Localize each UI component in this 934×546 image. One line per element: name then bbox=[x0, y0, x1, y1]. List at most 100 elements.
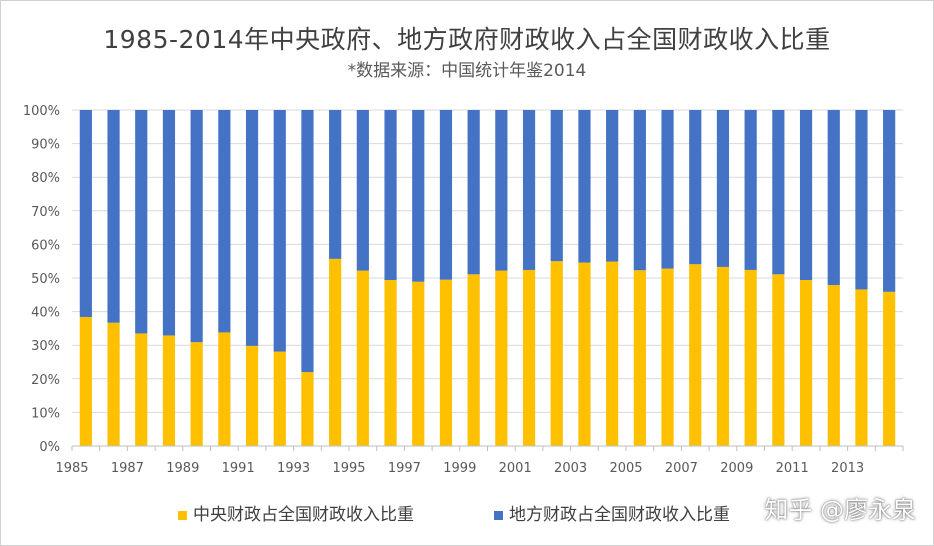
bar-central-1986 bbox=[107, 322, 120, 446]
x-tick-label: 2007 bbox=[665, 461, 698, 476]
y-tick-label: 20% bbox=[31, 373, 60, 388]
bar-local-1989 bbox=[190, 110, 203, 343]
bar-central-1988 bbox=[162, 335, 176, 446]
bar-central-1990 bbox=[218, 332, 231, 446]
bar-local-2010 bbox=[772, 110, 785, 275]
x-tick-label: 1991 bbox=[222, 461, 255, 476]
bar-local-2014 bbox=[883, 110, 896, 292]
bar-local-1998 bbox=[439, 110, 453, 280]
bar-local-2004 bbox=[606, 110, 619, 262]
bar-local-2007 bbox=[689, 110, 702, 265]
bar-central-2008 bbox=[716, 266, 730, 446]
bar-central-2007 bbox=[689, 264, 702, 446]
bar-local-1996 bbox=[384, 110, 397, 281]
bar-local-2008 bbox=[716, 110, 730, 267]
bar-central-2014 bbox=[883, 291, 896, 446]
bar-central-1996 bbox=[384, 280, 397, 446]
y-tick-label: 30% bbox=[31, 339, 60, 354]
y-tick-label: 90% bbox=[31, 138, 60, 153]
x-tick-label: 1997 bbox=[388, 461, 421, 476]
bar-central-1987 bbox=[135, 333, 148, 446]
bar-central-1993 bbox=[301, 372, 314, 446]
chart-title: 1985-2014年中央政府、地方政府财政收入占全国财政收入比重 bbox=[103, 25, 831, 54]
bar-central-1989 bbox=[190, 342, 203, 446]
y-tick-label: 40% bbox=[31, 306, 60, 321]
gridlines bbox=[72, 109, 903, 447]
bar-central-1985 bbox=[79, 316, 92, 446]
x-tick-label: 2011 bbox=[776, 461, 809, 476]
bars bbox=[79, 110, 896, 446]
bar-central-1995 bbox=[356, 270, 369, 446]
x-tick-label: 2005 bbox=[609, 461, 642, 476]
bar-central-1997 bbox=[412, 281, 425, 446]
bar-central-2005 bbox=[633, 270, 646, 446]
bar-local-2013 bbox=[855, 110, 868, 290]
x-tick-label: 2009 bbox=[720, 461, 753, 476]
y-tick-label: 70% bbox=[31, 205, 60, 220]
bar-central-2012 bbox=[827, 285, 840, 446]
bar-central-1998 bbox=[439, 279, 453, 446]
x-tick-label: 1995 bbox=[332, 461, 365, 476]
bar-central-2002 bbox=[550, 261, 563, 446]
zhihu-watermark: 知乎 @廖永泉 bbox=[764, 496, 916, 524]
bar-local-1997 bbox=[412, 110, 425, 282]
x-tick-label: 1987 bbox=[111, 461, 144, 476]
y-tick-label: 0% bbox=[39, 440, 60, 455]
bar-local-2011 bbox=[799, 110, 813, 281]
x-axis: 1985 1987 1989 1991 1993 1995 1997 1999 2001 2003… bbox=[55, 445, 904, 476]
legend-label-central: 中央财政占全国财政收入比重 bbox=[193, 505, 414, 525]
bar-central-1994 bbox=[329, 258, 342, 446]
x-tick-label: 2013 bbox=[831, 461, 864, 476]
bar-central-2009 bbox=[744, 269, 757, 446]
bar-local-1987 bbox=[135, 110, 148, 334]
bar-local-1992 bbox=[273, 110, 286, 352]
bar-central-2001 bbox=[522, 269, 536, 446]
bar-local-1990 bbox=[218, 110, 231, 333]
bar-local-1994 bbox=[329, 110, 342, 259]
bar-local-1995 bbox=[356, 110, 369, 271]
legend-item-local: 地方财政占全国财政收入比重 bbox=[494, 500, 730, 525]
bar-local-2012 bbox=[827, 110, 840, 286]
bar-local-2005 bbox=[633, 110, 646, 271]
y-tick-label: 50% bbox=[31, 272, 60, 287]
bar-local-2001 bbox=[522, 110, 536, 270]
x-tick-label: 1999 bbox=[443, 461, 476, 476]
bar-local-1986 bbox=[107, 110, 120, 323]
bar-central-2010 bbox=[772, 274, 785, 446]
x-tick-label: 2001 bbox=[499, 461, 532, 476]
legend-swatch-local bbox=[494, 510, 503, 520]
chart-subtitle: *数据来源：中国统计年鉴2014 bbox=[347, 61, 587, 81]
bar-local-2002 bbox=[550, 110, 563, 262]
bar-local-2009 bbox=[744, 110, 757, 270]
bar-central-2003 bbox=[578, 262, 591, 446]
bar-local-1988 bbox=[162, 110, 176, 336]
legend-label-local: 地方财政占全国财政收入比重 bbox=[509, 505, 730, 525]
bar-local-1993 bbox=[301, 110, 314, 373]
bar-local-1985 bbox=[79, 110, 92, 317]
bar-central-2006 bbox=[661, 268, 674, 446]
y-tick-label: 100% bbox=[23, 104, 60, 119]
x-tick-label: 2003 bbox=[554, 461, 587, 476]
bar-central-1991 bbox=[245, 345, 259, 446]
bar-local-2003 bbox=[578, 110, 591, 263]
bar-local-2006 bbox=[661, 110, 674, 269]
x-tick-label: 1989 bbox=[166, 461, 199, 476]
bar-central-2000 bbox=[495, 270, 508, 446]
bar-local-1999 bbox=[467, 110, 480, 275]
bar-central-2004 bbox=[606, 261, 619, 446]
x-tick-label: 1985 bbox=[55, 461, 88, 476]
y-tick-label: 80% bbox=[31, 171, 60, 186]
bar-central-1992 bbox=[273, 351, 286, 446]
bar-local-1991 bbox=[245, 110, 259, 346]
legend-swatch-central bbox=[178, 510, 187, 520]
bar-central-2011 bbox=[799, 280, 813, 446]
bar-local-2000 bbox=[495, 110, 508, 271]
y-tick-label: 60% bbox=[31, 238, 60, 253]
bar-central-2013 bbox=[855, 289, 868, 446]
x-tick-label: 1993 bbox=[277, 461, 310, 476]
bar-central-1999 bbox=[467, 274, 480, 446]
y-axis-ticks: 0% 10% 20% 30% 40% 50% 60% 70% 80% 90% 100% bbox=[23, 104, 60, 455]
legend-item-central: 中央财政占全国财政收入比重 bbox=[178, 500, 414, 525]
y-tick-label: 10% bbox=[31, 406, 60, 421]
